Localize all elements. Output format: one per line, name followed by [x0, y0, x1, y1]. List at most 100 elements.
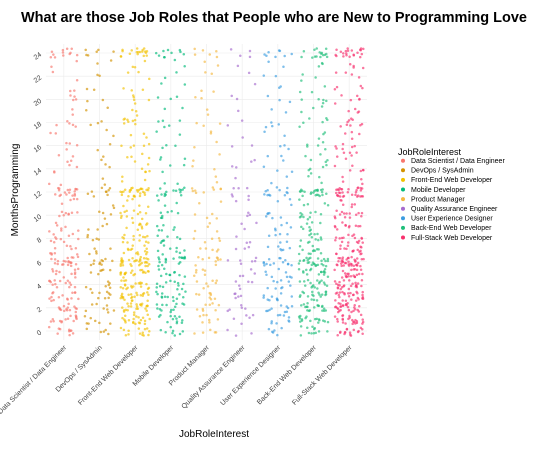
- data-point: [341, 147, 344, 151]
- data-point: [349, 262, 352, 266]
- data-point: [67, 212, 70, 216]
- data-point: [120, 193, 124, 197]
- data-point: [157, 315, 161, 318]
- data-point: [91, 238, 95, 242]
- data-point: [321, 309, 324, 312]
- data-point: [179, 189, 183, 192]
- data-point: [322, 273, 326, 276]
- data-point: [108, 268, 112, 272]
- data-point: [211, 186, 215, 189]
- data-point: [341, 221, 344, 224]
- data-point: [281, 261, 285, 264]
- data-point: [137, 70, 140, 74]
- data-point: [60, 227, 63, 230]
- data-point: [193, 332, 196, 335]
- data-point: [86, 99, 89, 103]
- data-point: [101, 177, 105, 180]
- legend-label: Full-Stack Web Developer: [411, 235, 493, 242]
- data-point: [86, 192, 90, 196]
- data-point: [253, 259, 257, 263]
- data-point: [48, 297, 51, 300]
- data-point: [210, 237, 214, 241]
- data-point: [279, 216, 283, 219]
- data-point: [283, 310, 287, 314]
- data-point: [51, 267, 54, 271]
- data-point: [175, 201, 178, 205]
- data-point: [240, 119, 244, 122]
- data-point: [306, 218, 310, 221]
- data-point: [297, 262, 301, 265]
- data-point: [212, 90, 215, 93]
- data-point: [50, 65, 53, 69]
- data-point: [177, 284, 180, 287]
- data-point: [127, 304, 130, 308]
- data-point: [50, 299, 53, 303]
- data-point: [162, 239, 166, 242]
- series-points: [83, 48, 116, 336]
- data-point: [235, 235, 238, 238]
- data-point: [52, 53, 55, 56]
- data-point: [146, 291, 149, 294]
- data-point: [68, 122, 71, 125]
- data-point: [359, 186, 362, 190]
- data-point: [316, 279, 319, 282]
- data-point: [182, 303, 186, 306]
- data-point: [156, 292, 159, 296]
- data-point: [154, 51, 158, 55]
- data-point: [283, 54, 286, 58]
- data-point: [68, 281, 71, 284]
- data-point: [317, 248, 320, 251]
- data-point: [358, 48, 362, 52]
- data-point: [356, 261, 360, 265]
- data-point: [141, 152, 144, 156]
- data-point: [354, 190, 358, 194]
- data-point: [333, 315, 337, 318]
- data-point: [342, 151, 346, 155]
- data-point: [324, 148, 327, 151]
- y-tick-label: 6: [36, 260, 43, 268]
- data-point: [342, 55, 345, 58]
- data-point: [61, 48, 65, 52]
- data-point: [324, 293, 327, 297]
- data-point: [69, 283, 73, 287]
- data-point: [320, 181, 323, 185]
- data-point: [339, 125, 342, 128]
- data-point: [248, 213, 252, 217]
- data-point: [169, 314, 172, 318]
- data-point: [164, 330, 167, 334]
- data-point: [333, 215, 337, 218]
- data-point: [69, 94, 72, 97]
- data-point: [85, 109, 88, 112]
- data-point: [175, 317, 178, 320]
- data-point: [72, 197, 76, 201]
- legend-label: Mobile Developer: [411, 187, 466, 194]
- data-point: [144, 170, 147, 174]
- data-point: [171, 331, 174, 335]
- data-point: [143, 319, 147, 323]
- data-point: [359, 84, 363, 88]
- data-point: [337, 293, 341, 297]
- data-point: [68, 285, 71, 289]
- data-point: [284, 259, 287, 262]
- data-point: [218, 122, 222, 125]
- data-point: [107, 296, 110, 300]
- data-point: [134, 109, 138, 113]
- data-point: [155, 286, 158, 289]
- data-point: [357, 76, 361, 79]
- data-point: [287, 320, 291, 323]
- data-point: [142, 144, 146, 147]
- data-point: [67, 234, 71, 238]
- data-point: [211, 248, 214, 252]
- data-point: [310, 332, 313, 335]
- data-point: [203, 273, 207, 277]
- data-point: [354, 281, 357, 285]
- data-point: [359, 189, 363, 192]
- data-point: [90, 303, 94, 306]
- data-point: [138, 204, 141, 207]
- data-point: [336, 286, 340, 289]
- data-point: [131, 119, 135, 123]
- data-point: [226, 328, 229, 332]
- data-point: [119, 55, 123, 58]
- data-point: [164, 258, 168, 262]
- data-point: [297, 315, 301, 319]
